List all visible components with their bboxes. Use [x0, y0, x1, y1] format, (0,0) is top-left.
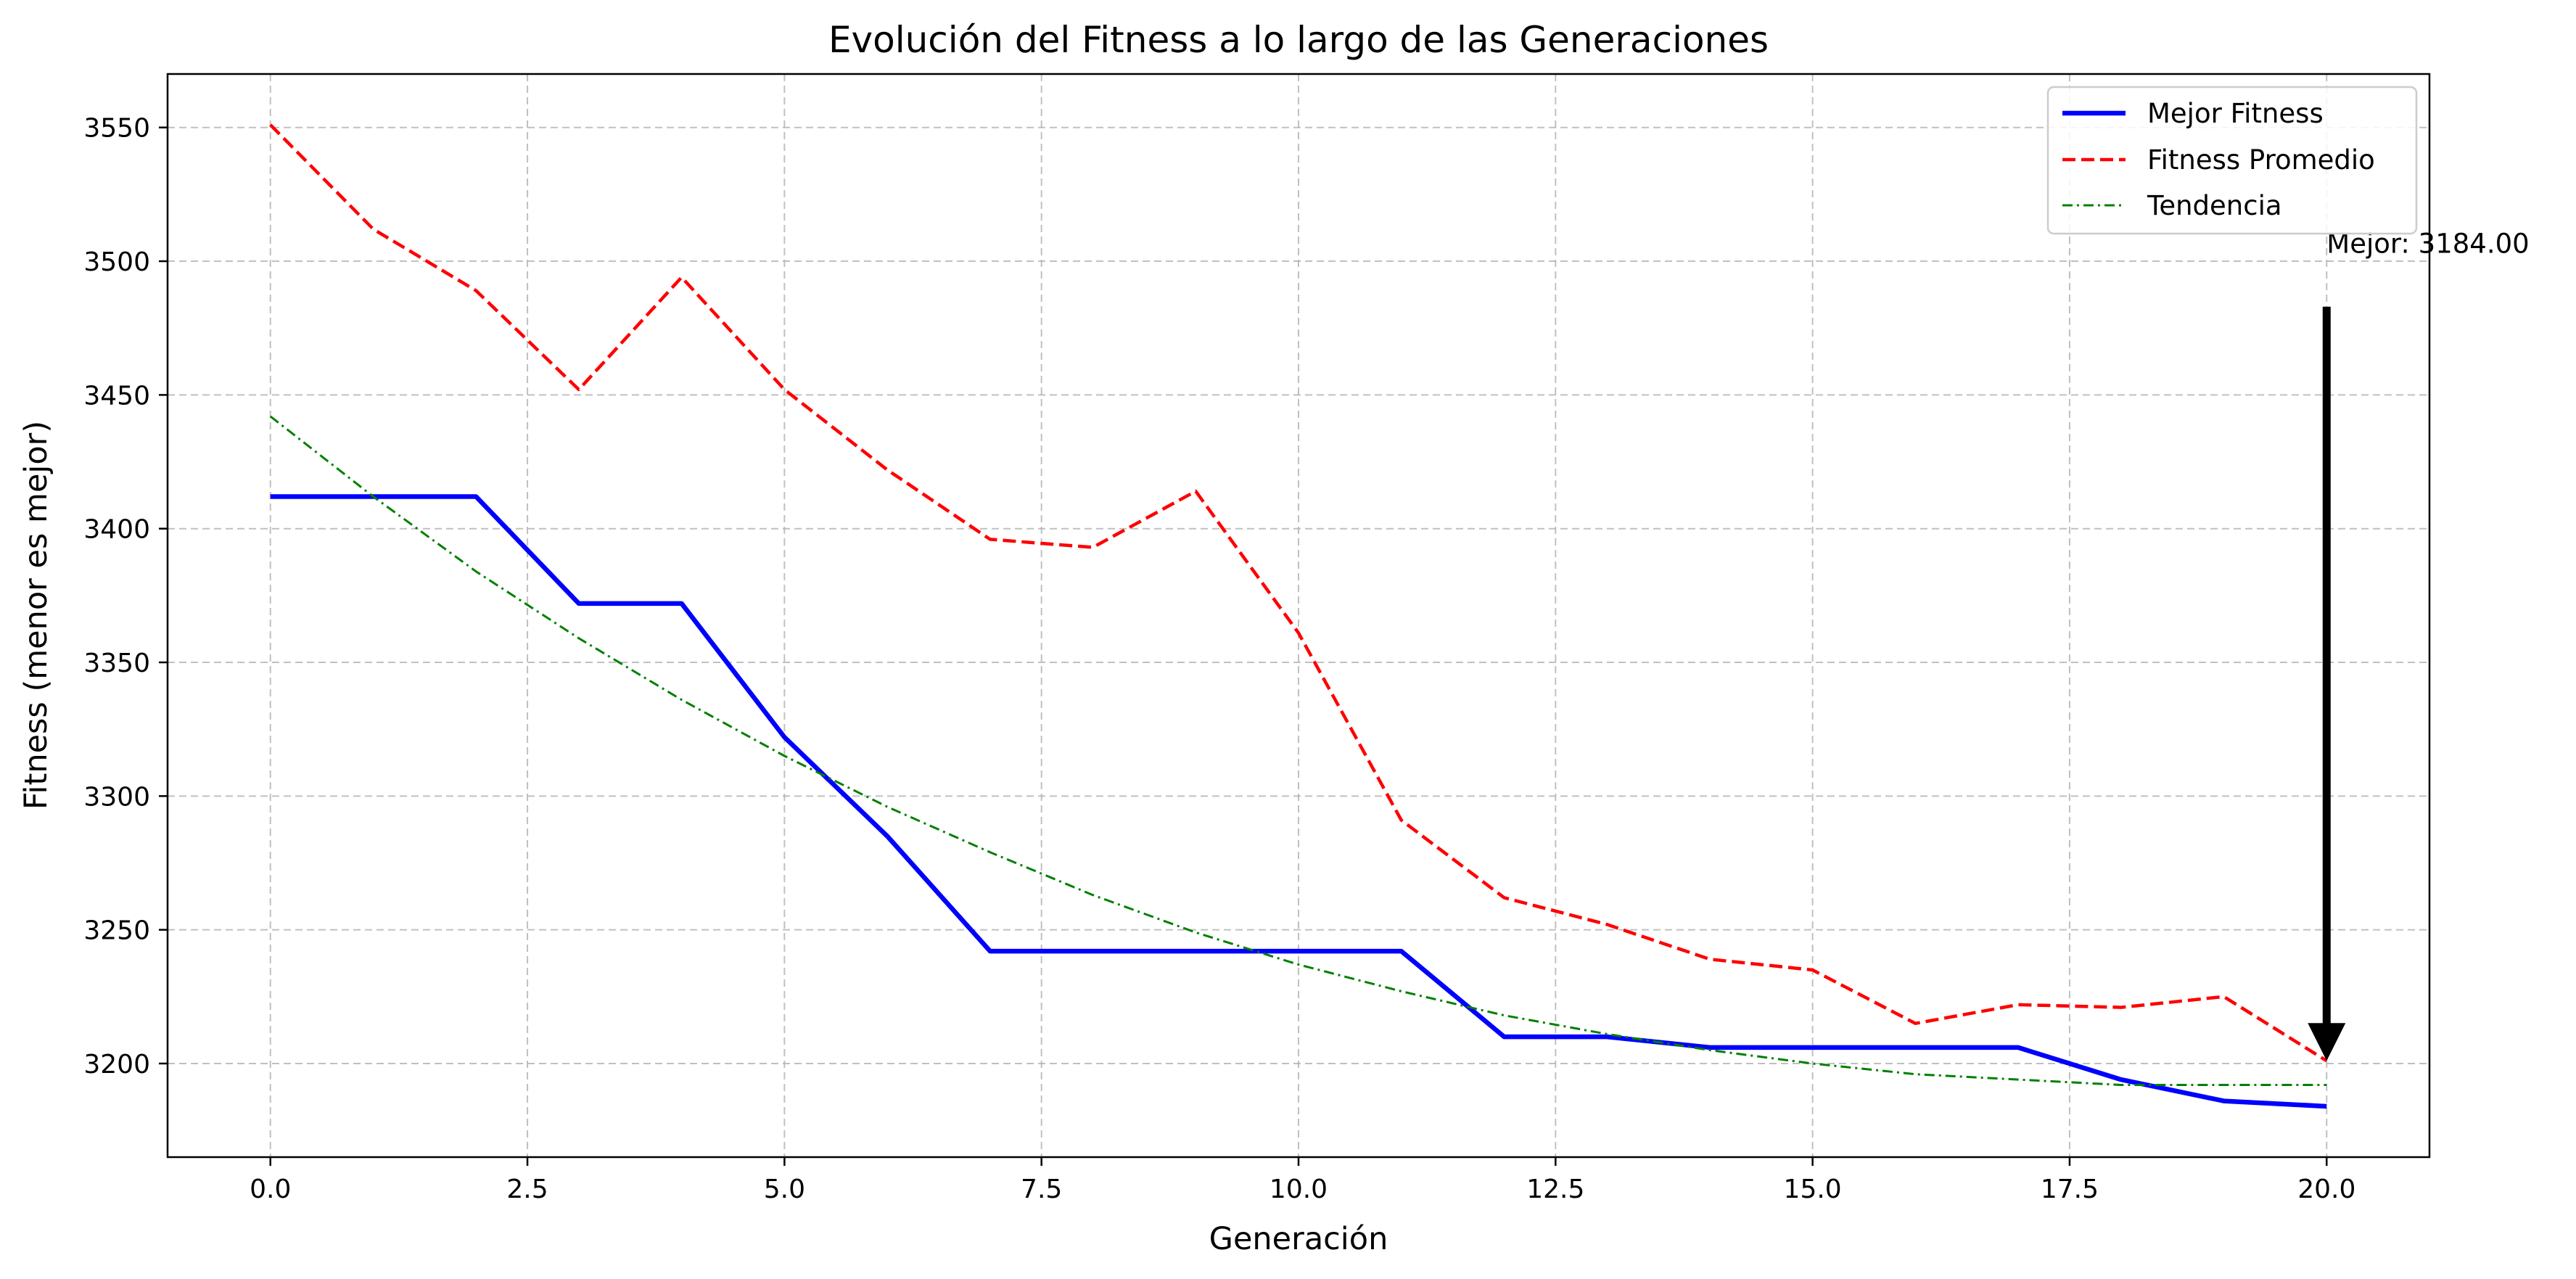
x-tick-label: 10.0 — [1270, 1175, 1328, 1204]
y-tick-label: 3550 — [83, 114, 150, 144]
chart-title: Evolución del Fitness a lo largo de las … — [828, 19, 1769, 61]
y-tick-label: 3200 — [83, 1050, 150, 1079]
y-tick-label: 3400 — [83, 515, 150, 545]
x-tick-label: 17.5 — [2041, 1175, 2099, 1204]
x-tick-label: 0.0 — [250, 1175, 291, 1204]
x-tick-label: 15.0 — [1784, 1175, 1842, 1204]
series-line-fitness-promedio — [269, 123, 2328, 1063]
annotation-arrowhead — [2308, 1023, 2346, 1061]
legend-box — [2046, 86, 2418, 235]
series-layer — [269, 123, 2328, 1109]
y-tick-label: 3300 — [83, 782, 150, 812]
y-tick-label: 3350 — [83, 649, 150, 678]
y-tick-label: 3450 — [83, 381, 150, 411]
legend: Mejor Fitness Fitness Promedio Tendencia — [2046, 86, 2418, 235]
y-axis-label: Fitness (menor es mejor) — [18, 421, 54, 810]
legend-label-fitness-promedio: Fitness Promedio — [2147, 144, 2375, 176]
x-axis-label: Generación — [1209, 1221, 1388, 1257]
tick-layer: 0.0 2.5 5.0 7.5 10.0 12.5 15.0 17.5 20.0 3200 3250… — [83, 114, 2355, 1204]
series-line-tendencia — [269, 415, 2327, 1086]
legend-label-mejor-fitness: Mejor Fitness — [2147, 98, 2324, 129]
x-tick-label: 12.5 — [1526, 1175, 1584, 1204]
y-tick-label: 3250 — [83, 916, 150, 946]
legend-label-tendencia: Tendencia — [2147, 190, 2282, 221]
x-tick-label: 5.0 — [764, 1175, 805, 1204]
y-tick-label: 3500 — [83, 247, 150, 277]
x-tick-label: 7.5 — [1021, 1175, 1062, 1204]
series-line-mejor-fitness — [270, 494, 2327, 1109]
x-tick-label: 20.0 — [2297, 1175, 2355, 1204]
x-tick-label: 2.5 — [506, 1175, 548, 1204]
annotation-layer: Mejor: 3184.00 — [2308, 229, 2530, 1061]
